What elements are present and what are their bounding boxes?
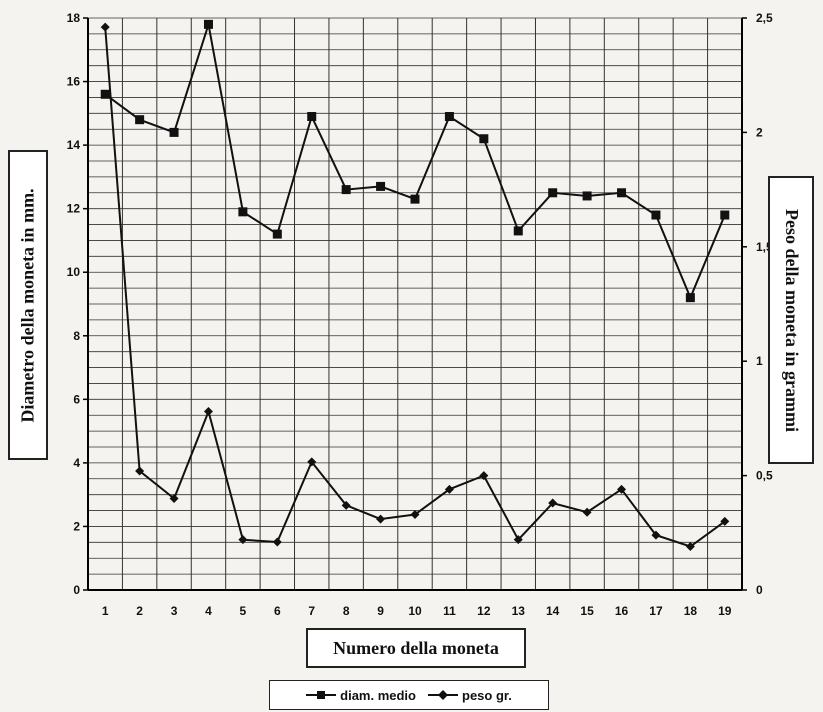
data-point-diamond bbox=[548, 498, 558, 508]
data-point-square bbox=[582, 191, 592, 201]
y2-tick-label: 1 bbox=[756, 354, 763, 368]
data-point-diamond bbox=[341, 500, 351, 510]
data-point-square bbox=[685, 293, 695, 303]
data-point-diamond bbox=[307, 457, 317, 467]
x-axis-label: Numero della moneta bbox=[306, 628, 526, 668]
data-point-diamond bbox=[100, 22, 110, 32]
x-tick-label: 12 bbox=[477, 604, 491, 618]
y-tick-label: 0 bbox=[73, 583, 80, 597]
data-point-square bbox=[651, 210, 661, 220]
data-point-square bbox=[169, 127, 179, 137]
y2-axis-label: Peso della moneta in grammi bbox=[781, 208, 802, 432]
x-tick-label: 6 bbox=[274, 604, 281, 618]
data-point-square bbox=[617, 188, 627, 198]
data-point-diamond bbox=[272, 537, 282, 547]
data-point-square bbox=[100, 89, 110, 99]
x-tick-label: 13 bbox=[512, 604, 526, 618]
data-point-square bbox=[513, 226, 523, 236]
data-point-diamond bbox=[651, 530, 661, 540]
x-tick-label: 7 bbox=[308, 604, 315, 618]
data-point-diamond bbox=[617, 484, 627, 494]
y-tick-label: 12 bbox=[67, 202, 81, 216]
x-tick-label: 14 bbox=[546, 604, 560, 618]
y-tick-label: 16 bbox=[67, 75, 81, 89]
x-tick-label: 1 bbox=[102, 604, 109, 618]
x-tick-label: 11 bbox=[443, 604, 456, 618]
data-point-square bbox=[444, 112, 454, 122]
x-tick-label: 15 bbox=[580, 604, 594, 618]
data-point-square bbox=[341, 185, 351, 195]
y-tick-label: 14 bbox=[67, 138, 81, 152]
series-line-1 bbox=[104, 27, 726, 548]
x-tick-label: 16 bbox=[615, 604, 629, 618]
y2-tick-label: 2,5 bbox=[756, 11, 773, 25]
data-point-diamond bbox=[479, 471, 489, 481]
x-tick-label: 17 bbox=[649, 604, 663, 618]
data-point-square bbox=[720, 210, 730, 220]
data-point-square bbox=[376, 181, 386, 191]
axes bbox=[87, 18, 743, 591]
x-tick-label: 19 bbox=[718, 604, 732, 618]
legend-label-peso: peso gr. bbox=[462, 687, 512, 703]
x-tick-label: 8 bbox=[343, 604, 350, 618]
data-point-square bbox=[479, 134, 489, 144]
data-point-diamond bbox=[720, 516, 730, 526]
square-marker-icon bbox=[306, 691, 337, 699]
y-axis-label: Diametro della moneta in mm. bbox=[17, 187, 38, 423]
data-point-diamond bbox=[685, 542, 695, 552]
x-tick-label: 3 bbox=[171, 604, 178, 618]
data-point-diamond bbox=[238, 535, 248, 545]
x-tick-label: 5 bbox=[240, 604, 247, 618]
y-axis-label-box: Diametro della moneta in mm. bbox=[8, 150, 48, 460]
data-point-diamond bbox=[410, 509, 420, 519]
y-tick-label: 8 bbox=[73, 329, 80, 343]
legend: diam. medio peso gr. bbox=[269, 680, 549, 710]
data-point-square bbox=[238, 207, 248, 217]
data-point-square bbox=[410, 194, 420, 204]
x-tick-label: 18 bbox=[684, 604, 698, 618]
data-point-diamond bbox=[376, 514, 386, 524]
x-tick-label: 9 bbox=[377, 604, 384, 618]
y-tick-label: 2 bbox=[73, 519, 80, 533]
data-point-diamond bbox=[203, 407, 213, 417]
data-point-diamond bbox=[135, 466, 145, 476]
data-point-diamond bbox=[582, 507, 592, 517]
data-point-diamond bbox=[513, 535, 523, 545]
data-point-square bbox=[203, 19, 213, 29]
x-tick-label: 4 bbox=[205, 604, 212, 618]
y2-tick-label: 0,5 bbox=[756, 469, 773, 483]
series bbox=[100, 19, 730, 552]
y2-tick-label: 2 bbox=[756, 125, 763, 139]
y-tick-label: 10 bbox=[67, 265, 81, 279]
data-point-diamond bbox=[169, 493, 179, 503]
data-point-square bbox=[135, 115, 145, 125]
diamond-marker-icon bbox=[428, 690, 458, 700]
y-tick-label: 18 bbox=[67, 11, 81, 25]
x-tick-label: 2 bbox=[136, 604, 143, 618]
x-tick-label: 10 bbox=[408, 604, 422, 618]
data-point-square bbox=[272, 229, 282, 239]
y2-tick-label: 0 bbox=[756, 583, 763, 597]
legend-item-diam: diam. medio bbox=[306, 688, 416, 703]
data-point-square bbox=[548, 188, 558, 198]
y2-axis-label-box: Peso della moneta in grammi bbox=[768, 176, 814, 464]
data-point-diamond bbox=[444, 484, 454, 494]
y-tick-label: 4 bbox=[73, 456, 80, 470]
grid bbox=[87, 17, 743, 591]
legend-label-diam: diam. medio bbox=[340, 687, 416, 703]
data-point-square bbox=[307, 112, 317, 122]
y-tick-label: 6 bbox=[73, 392, 80, 406]
legend-item-peso: peso gr. bbox=[428, 688, 512, 703]
